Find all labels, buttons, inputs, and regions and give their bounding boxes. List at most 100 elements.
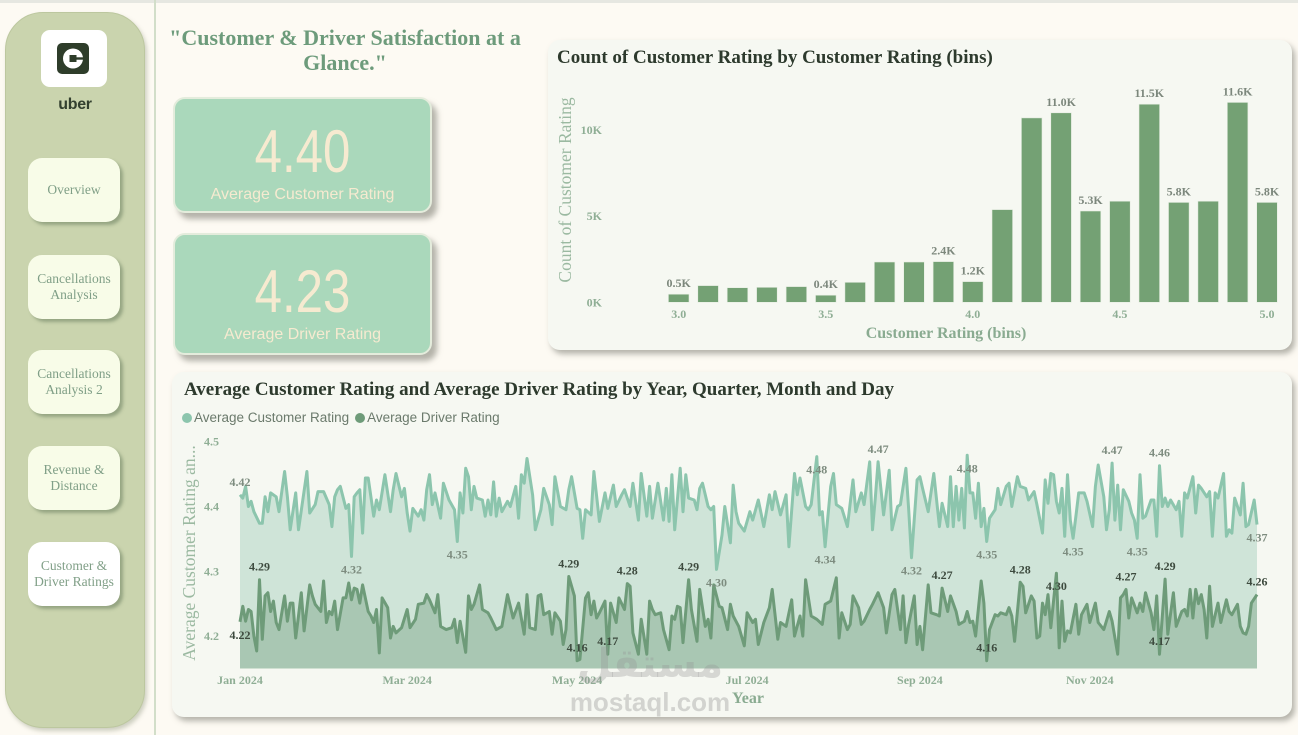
driver-rating-data-label: 4.29 bbox=[1155, 559, 1176, 573]
bar[interactable] bbox=[844, 282, 866, 303]
customer-rating-data-label: 4.47 bbox=[1102, 443, 1123, 457]
y-axis-title: Count of Customer Rating bbox=[555, 97, 575, 282]
bar-data-label: 2.4K bbox=[931, 244, 956, 258]
x-axis-title: Customer Rating (bins) bbox=[866, 325, 1027, 342]
driver-rating-line bbox=[238, 571, 1259, 663]
bar[interactable] bbox=[1050, 112, 1072, 303]
customer-rating-data-label: 4.35 bbox=[1127, 544, 1148, 558]
bar[interactable] bbox=[903, 261, 925, 303]
x-tick-label: Jul 2024 bbox=[726, 673, 769, 687]
bar-data-label: 0.5K bbox=[667, 276, 692, 290]
y-tick-label: 5K bbox=[587, 209, 603, 223]
customer-rating-data-label: 4.35 bbox=[976, 548, 997, 562]
x-tick-label: 3.0 bbox=[671, 307, 686, 321]
kpi-value: 4.40 bbox=[254, 118, 351, 185]
y-tick-label: 4.4 bbox=[204, 500, 219, 514]
y-tick-label: 10K bbox=[581, 123, 603, 137]
kpi-label: Average Driver Rating bbox=[223, 326, 382, 343]
legend-marker-icon bbox=[355, 412, 366, 423]
bar[interactable] bbox=[991, 209, 1013, 303]
bar[interactable] bbox=[1109, 200, 1131, 303]
chart-title: Average Customer Rating and Average Driv… bbox=[184, 379, 894, 400]
x-tick-label: Nov 2024 bbox=[1066, 673, 1114, 687]
kpi-label: Average Customer Rating bbox=[210, 186, 395, 203]
bar[interactable] bbox=[815, 294, 837, 303]
x-axis-title: Year bbox=[732, 690, 764, 707]
nav-overview[interactable]: Overview bbox=[28, 158, 120, 222]
uber-logo-icon bbox=[57, 43, 89, 74]
line-chart: Average Customer Rating and Average Driv… bbox=[179, 379, 1268, 707]
bar-data-label: 11.6K bbox=[1223, 84, 1253, 98]
legend-label: Average Customer Rating bbox=[194, 410, 350, 425]
x-tick-label: Sep 2024 bbox=[897, 673, 943, 687]
driver-rating-data-label: 4.27 bbox=[1116, 569, 1137, 583]
y-tick-label: 4.2 bbox=[204, 629, 219, 643]
bar[interactable] bbox=[785, 286, 808, 303]
bar[interactable] bbox=[962, 281, 984, 303]
customer-rating-data-label: 4.42 bbox=[230, 475, 251, 489]
x-tick-label: 3.5 bbox=[818, 307, 833, 321]
bar[interactable] bbox=[1168, 202, 1190, 303]
bar[interactable] bbox=[1138, 103, 1160, 303]
legend-item-driver-rating[interactable]: Average Driver Rating bbox=[355, 410, 500, 425]
customer-rating-data-label: 4.48 bbox=[957, 461, 978, 475]
kpi-card-driver-rating: 4.23 Average Driver Rating bbox=[173, 233, 432, 355]
sidebar-divider bbox=[154, 0, 156, 735]
sidebar: uber Overview Cancellations Analysis Can… bbox=[5, 12, 145, 728]
chart-legend: Average Customer Rating Average Driver R… bbox=[182, 410, 506, 425]
bar-data-label: 5.8K bbox=[1255, 184, 1280, 198]
legend-label: Average Driver Rating bbox=[367, 410, 500, 425]
driver-rating-data-label: 4.28 bbox=[617, 564, 638, 578]
bar[interactable] bbox=[726, 287, 749, 303]
driver-rating-data-label: 4.17 bbox=[597, 634, 618, 648]
nav-cancellations-analysis-2[interactable]: Cancellations Analysis 2 bbox=[28, 350, 120, 414]
bar[interactable] bbox=[697, 285, 719, 303]
bar[interactable] bbox=[873, 261, 896, 303]
page-title: "Customer & Driver Satisfaction at a Gla… bbox=[169, 25, 521, 75]
customer-rating-data-label: 4.35 bbox=[447, 548, 468, 562]
bar-data-label: 5.3K bbox=[1078, 193, 1103, 207]
chart-title: Count of Customer Rating by Customer Rat… bbox=[557, 47, 993, 68]
line-chart-card: Average Customer Rating and Average Driv… bbox=[172, 372, 1292, 717]
bar[interactable] bbox=[1226, 102, 1249, 303]
bar[interactable] bbox=[756, 287, 778, 303]
uber-logo bbox=[41, 30, 107, 87]
driver-rating-data-label: 4.16 bbox=[567, 641, 588, 655]
kpi-card-customer-rating: 4.40 Average Customer Rating bbox=[173, 97, 432, 213]
driver-rating-data-label: 4.29 bbox=[249, 560, 270, 574]
bar-data-label: 11.5K bbox=[1134, 86, 1164, 100]
y-tick-label: 0K bbox=[587, 295, 603, 309]
brand-name: uber bbox=[58, 96, 92, 113]
bar-data-label: 5.8K bbox=[1167, 184, 1192, 198]
y-axis-title: Average Customer Rating an... bbox=[179, 445, 199, 660]
bar-chart: Count of Customer Rating by Customer Rat… bbox=[555, 47, 1280, 342]
bar[interactable] bbox=[1197, 200, 1219, 303]
customer-rating-data-label: 4.34 bbox=[815, 553, 836, 567]
x-tick-label: 4.5 bbox=[1112, 307, 1127, 321]
x-tick-label: 4.0 bbox=[965, 307, 980, 321]
customer-rating-data-label: 4.32 bbox=[341, 562, 362, 576]
driver-rating-data-label: 4.29 bbox=[678, 560, 699, 574]
customer-rating-data-label: 4.46 bbox=[1149, 446, 1170, 460]
x-tick-label: Jan 2024 bbox=[217, 673, 263, 687]
bar[interactable] bbox=[932, 261, 955, 303]
customer-rating-data-label: 4.48 bbox=[806, 463, 827, 477]
legend-item-customer-rating[interactable]: Average Customer Rating bbox=[182, 410, 349, 425]
bar-data-label: 0.4K bbox=[814, 277, 839, 291]
bar[interactable] bbox=[668, 293, 690, 303]
x-tick-label: 5.0 bbox=[1260, 307, 1275, 321]
nav-customer-driver-ratings[interactable]: Customer & Driver Ratings bbox=[28, 542, 120, 606]
customer-rating-data-label: 4.35 bbox=[1063, 544, 1084, 558]
x-tick-label: Mar 2024 bbox=[382, 673, 431, 687]
legend-marker-icon bbox=[182, 412, 192, 423]
customer-rating-data-label: 4.32 bbox=[901, 564, 922, 578]
nav-revenue-distance[interactable]: Revenue & Distance bbox=[28, 446, 120, 510]
bar-chart-card: Count of Customer Rating by Customer Rat… bbox=[548, 40, 1292, 350]
bar[interactable] bbox=[1256, 202, 1278, 303]
driver-rating-data-label: 4.26 bbox=[1247, 575, 1268, 589]
nav-cancellations-analysis[interactable]: Cancellations Analysis bbox=[28, 255, 120, 319]
y-tick-label: 4.5 bbox=[204, 435, 219, 449]
bar[interactable] bbox=[1021, 117, 1043, 303]
driver-rating-data-label: 4.30 bbox=[1046, 579, 1067, 593]
bar[interactable] bbox=[1079, 210, 1102, 303]
